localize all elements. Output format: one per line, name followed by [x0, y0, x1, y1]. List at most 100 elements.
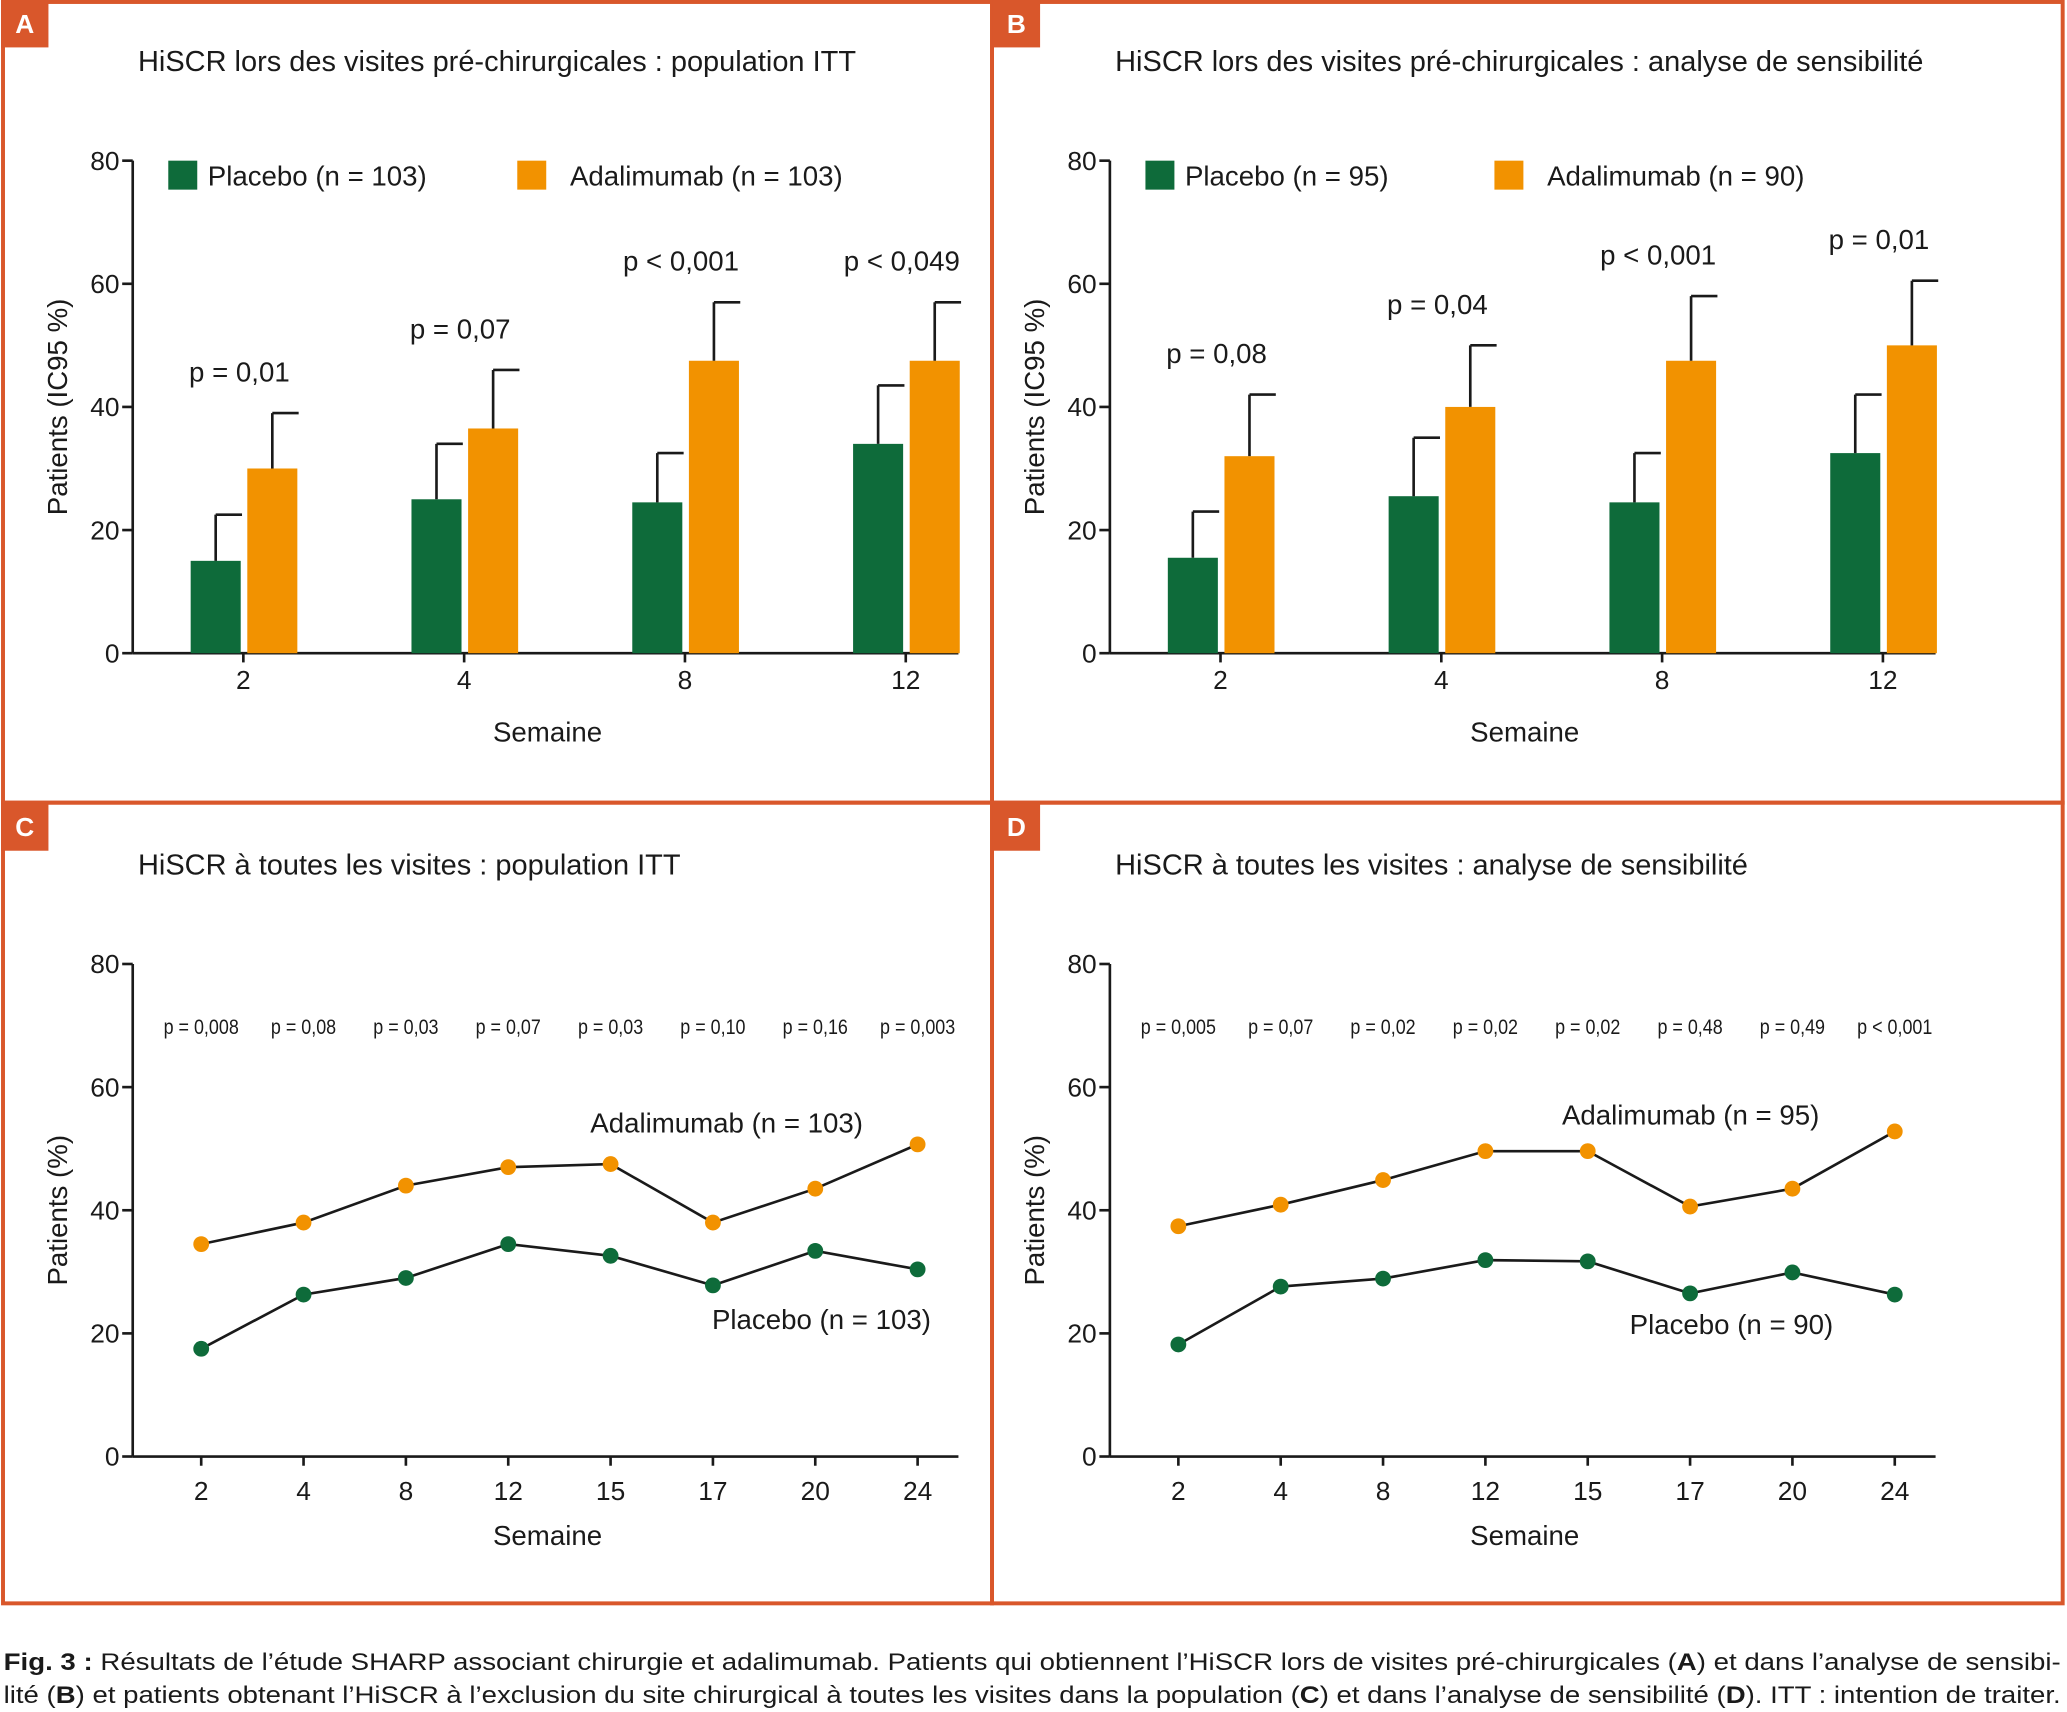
point — [397, 1177, 414, 1194]
p-value: p = 0,49 — [1760, 1015, 1825, 1039]
y-tick-label: 80 — [90, 146, 119, 176]
caption-part: ) et patients obtenant l’HiSCR à l’exclu… — [76, 1682, 1300, 1709]
legend-label: Adalimumab (n = 103) — [570, 161, 843, 192]
p-value: p = 0,07 — [410, 313, 511, 344]
x-tick-label: 12 — [891, 665, 920, 695]
bar — [468, 428, 519, 654]
y-tick-label: 80 — [90, 949, 119, 979]
chart-title: HiSCR lors des visites pré-chirurgicales… — [1115, 46, 1923, 78]
error-bar — [491, 368, 520, 429]
legend-label: Adalimumab (n = 90) — [1547, 161, 1804, 192]
x-tick-label: 2 — [236, 665, 251, 695]
p-value: p = 0,003 — [880, 1015, 955, 1039]
series-label: Placebo (n = 90) — [1630, 1309, 1834, 1340]
point — [1272, 1278, 1289, 1295]
caption-part: A — [1677, 1649, 1697, 1676]
x-axis-label: Semaine — [1470, 1520, 1579, 1551]
point — [705, 1214, 721, 1231]
caption-line: Fig. 3 : Résultats de l’étude SHARP asso… — [4, 1649, 2061, 1676]
error-bar — [1412, 436, 1440, 497]
p-value: p = 0,01 — [189, 356, 290, 387]
x-tick-label: 2 — [1213, 665, 1228, 695]
x-tick-label: 4 — [1273, 1476, 1288, 1506]
bar — [1167, 557, 1218, 654]
p-value: p = 0,08 — [271, 1015, 336, 1039]
y-tick-label: 40 — [90, 1195, 119, 1225]
y-tick-label: 60 — [1067, 269, 1096, 299]
point — [807, 1242, 824, 1259]
p-value: p = 0,02 — [1350, 1015, 1415, 1039]
caption-part: Fig. 3 : — [4, 1649, 93, 1676]
caption-part: D — [1726, 1682, 1746, 1709]
y-axis-label: Patients (%) — [1019, 1135, 1050, 1286]
bar — [1886, 345, 1937, 654]
y-tick-label: 0 — [1082, 1442, 1097, 1472]
legend-swatch — [517, 160, 547, 190]
x-tick-label: 17 — [1675, 1476, 1704, 1506]
caption-part: ). ITT : intention de traiter. — [1746, 1682, 2061, 1709]
p-value: p = 0,07 — [1248, 1015, 1313, 1039]
legend-label: Placebo (n = 103) — [208, 161, 427, 192]
point — [295, 1214, 312, 1231]
error-bar — [712, 300, 741, 361]
point — [1477, 1143, 1494, 1160]
point — [500, 1236, 517, 1253]
point — [1886, 1123, 1903, 1140]
y-axis-label: Patients (IC95 %) — [1019, 299, 1050, 516]
p-value: p < 0,001 — [1600, 240, 1716, 271]
point — [909, 1136, 926, 1153]
point — [807, 1180, 824, 1197]
y-tick-label: 80 — [1067, 146, 1096, 176]
x-tick-label: 8 — [399, 1476, 414, 1506]
bar — [909, 360, 960, 654]
panel-badge — [992, 803, 1041, 851]
p-value: p = 0,16 — [783, 1015, 848, 1039]
panel-label: C — [15, 812, 34, 842]
error-bar — [1248, 393, 1276, 457]
x-axis-label: Semaine — [493, 1520, 602, 1551]
y-tick-label: 20 — [1067, 1319, 1096, 1349]
y-tick-label: 0 — [105, 1442, 120, 1472]
panel-frame — [1, 0, 994, 805]
x-tick-label: 8 — [678, 665, 693, 695]
y-tick-label: 60 — [90, 1072, 119, 1102]
p-value: p < 0,049 — [844, 246, 960, 277]
point — [1170, 1336, 1187, 1353]
x-tick-label: 20 — [801, 1476, 830, 1506]
p-value: p = 0,07 — [476, 1015, 541, 1039]
y-tick-label: 0 — [1082, 638, 1097, 668]
point — [1170, 1218, 1187, 1235]
point — [1784, 1180, 1801, 1197]
chart-title: HiSCR à toutes les visites : analyse de … — [1115, 849, 1748, 881]
point — [1784, 1264, 1801, 1281]
point — [1682, 1198, 1698, 1215]
point — [1272, 1196, 1289, 1213]
p-value: p < 0,001 — [1857, 1015, 1932, 1039]
caption-part: lité ( — [4, 1682, 56, 1709]
y-tick-label: 20 — [90, 515, 119, 545]
point — [193, 1236, 210, 1253]
x-tick-label: 15 — [596, 1476, 625, 1506]
p-value: p = 0,03 — [578, 1015, 643, 1039]
error-bar — [655, 451, 684, 503]
point — [500, 1159, 517, 1176]
legend-label: Placebo (n = 95) — [1185, 161, 1389, 192]
error-bar — [1910, 279, 1939, 346]
bar — [1445, 406, 1496, 654]
x-tick-label: 12 — [494, 1476, 523, 1506]
point — [1579, 1253, 1596, 1270]
x-tick-label: 20 — [1778, 1476, 1807, 1506]
y-axis-label: Patients (IC95 %) — [42, 299, 73, 516]
bar — [1830, 453, 1881, 654]
x-tick-label: 8 — [1655, 665, 1670, 695]
x-axis-label: Semaine — [1470, 716, 1579, 747]
y-tick-label: 20 — [90, 1319, 119, 1349]
error-bar — [1468, 344, 1497, 407]
line — [1178, 1130, 1896, 1228]
line — [200, 1143, 919, 1246]
panel-frame — [990, 800, 2065, 1606]
p-value: p = 0,01 — [1829, 224, 1930, 255]
error-bar — [933, 300, 962, 361]
y-axis-label: Patients (%) — [42, 1135, 73, 1286]
